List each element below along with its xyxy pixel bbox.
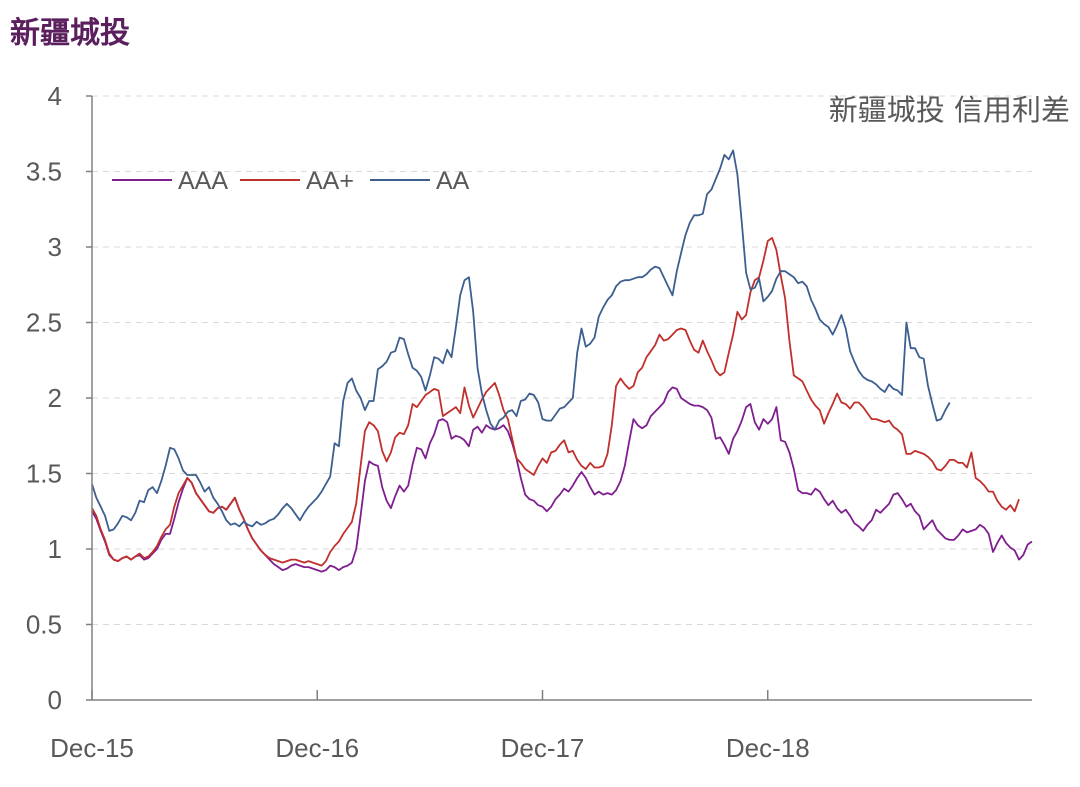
series-line-aa-plus [91,236,1020,567]
legend-label: AA+ [306,167,354,195]
y-tick-label: 0.5 [26,610,62,640]
series-lines [91,149,1033,573]
x-tick-labels: Dec-15 Dec-16 Dec-17 Dec-18 [50,733,810,763]
y-tick-label: 3 [48,232,62,262]
gridlines [92,95,1032,625]
chart-title: 新疆城投 信用利差 [829,93,1070,127]
legend-label: AA [436,167,470,195]
y-tick-label: 4 [48,81,62,111]
x-tick-label: Dec-15 [50,733,134,763]
y-tick-label: 2 [48,383,62,413]
series-line-aaa [91,386,1033,573]
y-tick-labels: 0 0.5 1 1.5 2 2.5 3 3.5 4 [26,81,62,715]
x-tick-label: Dec-18 [726,733,810,763]
x-tick-label: Dec-16 [275,733,359,763]
legend-label: AAA [178,167,228,195]
y-tick-label: 2.5 [26,308,62,338]
y-tick-label: 3.5 [26,157,62,187]
axes [86,95,1032,701]
y-tick-label: 1 [48,534,62,564]
page-title: 新疆城投 [10,16,130,51]
series-line-aa [91,149,951,532]
y-tick-label: 0 [48,685,62,715]
x-tick-label: Dec-17 [501,733,585,763]
legend: AAA AA+ AA [112,167,470,195]
y-tick-label: 1.5 [26,459,62,489]
